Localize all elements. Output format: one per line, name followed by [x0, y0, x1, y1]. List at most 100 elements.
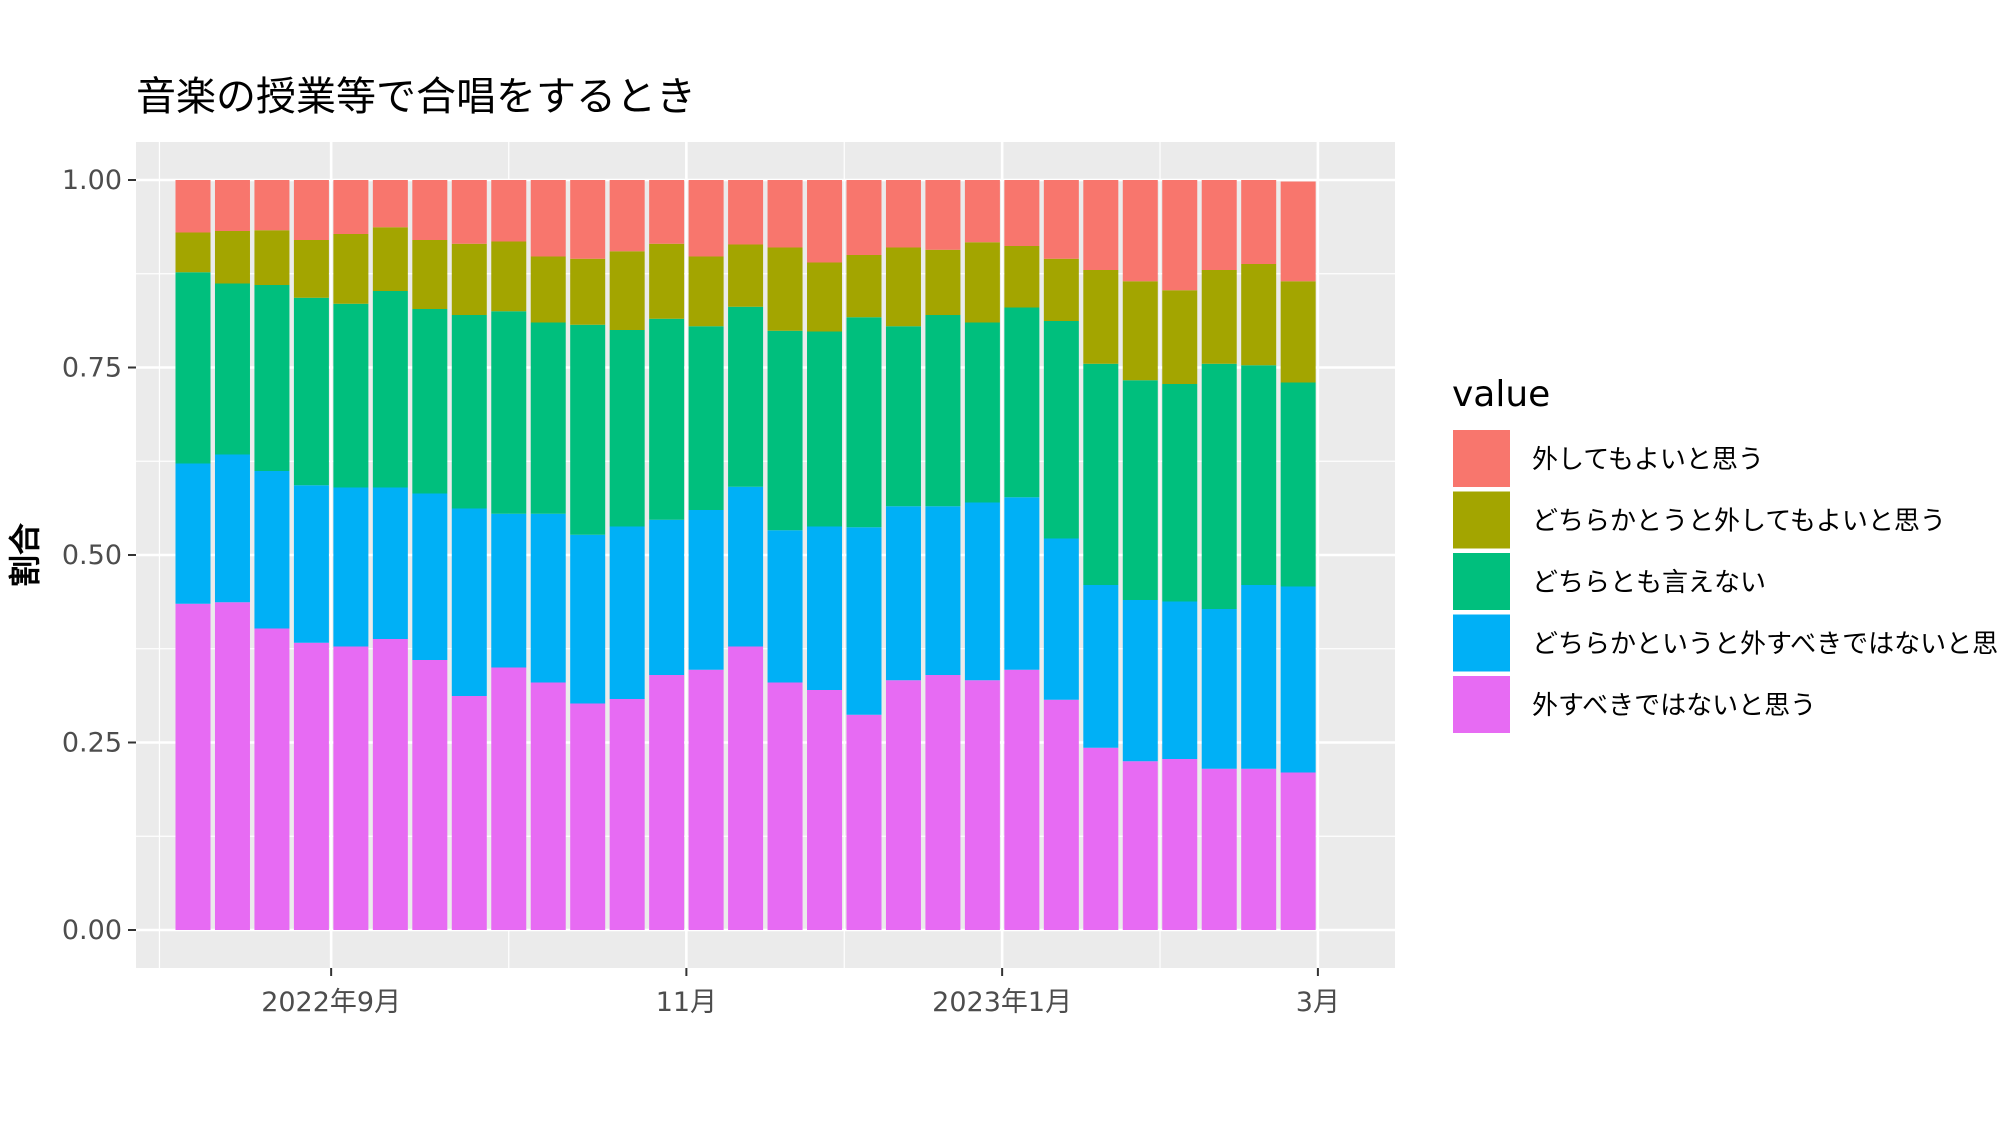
- bar-segment-2-26: [1162, 601, 1198, 759]
- bar-segment-3-20: [925, 315, 961, 507]
- x-tick-label: 11月: [656, 987, 717, 1018]
- bar-segment-5-15: [728, 180, 764, 245]
- y-axis-title: 割合: [6, 523, 44, 587]
- bar-segment-4-2: [214, 231, 250, 284]
- bar-segment-3-3: [254, 285, 290, 471]
- bar-segment-5-8: [451, 180, 487, 244]
- bar-segment-1-11: [570, 703, 606, 930]
- bar-segment-5-21: [964, 180, 1000, 243]
- bar-segment-1-29: [1280, 772, 1316, 930]
- bar-segment-5-3: [254, 180, 290, 231]
- bar-segment-1-19: [885, 680, 921, 930]
- bar-segment-3-6: [372, 291, 408, 488]
- y-tick-label: 1.00: [62, 165, 122, 196]
- bar-segment-2-25: [1122, 600, 1158, 762]
- bar-segment-4-15: [728, 244, 764, 307]
- bar-segment-2-14: [688, 510, 724, 670]
- bar-segment-4-8: [451, 243, 487, 315]
- bar-segment-3-23: [1043, 321, 1079, 539]
- bar-segment-4-28: [1241, 264, 1277, 366]
- bar-segment-3-21: [964, 322, 1000, 503]
- bar-segment-5-7: [412, 180, 448, 240]
- bar-segment-5-28: [1241, 180, 1277, 264]
- bar-segment-2-20: [925, 506, 961, 675]
- y-tick-label: 0.75: [62, 353, 122, 384]
- bar-segment-5-20: [925, 180, 961, 250]
- bar-segment-4-29: [1280, 281, 1316, 383]
- x-tick-label: 3月: [1296, 987, 1340, 1018]
- bar-segment-4-9: [491, 241, 527, 312]
- bar-segment-1-14: [688, 669, 724, 930]
- bar-segment-2-3: [254, 471, 290, 629]
- legend-label: どちらとも言えない: [1532, 568, 1766, 598]
- bar-segment-4-24: [1083, 270, 1119, 364]
- bar-segment-3-1: [175, 272, 211, 464]
- bar-segment-1-3: [254, 628, 290, 930]
- bar-segment-3-7: [412, 309, 448, 494]
- bar-segment-2-4: [293, 485, 329, 643]
- bar-segment-5-5: [333, 180, 369, 234]
- bar-segment-3-26: [1162, 384, 1198, 602]
- bar-segment-1-15: [728, 646, 764, 930]
- bar-segment-2-21: [964, 502, 1000, 681]
- bar-segment-5-18: [846, 180, 882, 255]
- bar-segment-5-26: [1162, 180, 1198, 291]
- legend-swatch: [1453, 676, 1510, 733]
- bar-segment-3-11: [570, 324, 606, 535]
- bar-segment-3-19: [885, 326, 921, 507]
- bar-segment-2-1: [175, 463, 211, 604]
- bar-segment-3-17: [807, 331, 843, 527]
- bar-segment-4-16: [767, 247, 803, 331]
- bar-segment-2-29: [1280, 586, 1316, 773]
- bar-segment-2-5: [333, 487, 369, 647]
- bar-segment-2-28: [1241, 585, 1277, 769]
- bar-segment-2-24: [1083, 585, 1119, 748]
- bar-segment-1-16: [767, 682, 803, 930]
- bar-segment-1-1: [175, 603, 211, 930]
- bar-segment-5-13: [649, 180, 685, 244]
- bar-segment-5-25: [1122, 180, 1158, 282]
- bar-segment-3-12: [609, 330, 645, 527]
- bar-segment-5-1: [175, 180, 211, 233]
- bar-segment-3-14: [688, 326, 724, 510]
- bar-segment-4-17: [807, 262, 843, 332]
- bar-segment-5-14: [688, 180, 724, 257]
- bar-segment-5-22: [1004, 180, 1040, 246]
- bar-segment-3-28: [1241, 365, 1277, 585]
- bar-segment-4-6: [372, 227, 408, 291]
- bar-segment-1-4: [293, 642, 329, 930]
- bar-segment-2-13: [649, 519, 685, 675]
- bar-segment-3-9: [491, 311, 527, 514]
- bar-segment-4-7: [412, 240, 448, 309]
- bar-segment-3-5: [333, 303, 369, 488]
- chart-title: 音楽の授業等で合唱をするとき: [136, 74, 696, 120]
- bar-segment-1-2: [214, 602, 250, 930]
- legend-label: どちらかというと外すべきではないと思う: [1532, 630, 2000, 660]
- bar-segment-4-10: [530, 256, 566, 323]
- bar-segment-1-24: [1083, 747, 1119, 930]
- bar-segment-3-29: [1280, 382, 1316, 587]
- bar-segment-1-12: [609, 699, 645, 930]
- bar-segment-3-27: [1201, 363, 1237, 609]
- bar-segment-4-23: [1043, 258, 1079, 321]
- bar-segment-2-2: [214, 454, 250, 603]
- bar-segment-3-10: [530, 322, 566, 514]
- bar-segment-3-15: [728, 306, 764, 487]
- bar-segment-1-23: [1043, 699, 1079, 930]
- bar-segment-5-9: [491, 180, 527, 242]
- bar-segment-2-15: [728, 486, 764, 647]
- bar-stacks: [175, 180, 1316, 930]
- bar-segment-5-24: [1083, 180, 1119, 270]
- bar-segment-2-6: [372, 487, 408, 639]
- y-tick-label: 0.25: [62, 728, 122, 759]
- bar-segment-5-10: [530, 180, 566, 257]
- bar-segment-2-18: [846, 527, 882, 715]
- bar-segment-5-4: [293, 180, 329, 240]
- bar-segment-2-11: [570, 534, 606, 704]
- bar-segment-1-21: [964, 680, 1000, 930]
- bar-segment-2-22: [1004, 497, 1040, 670]
- bar-segment-3-24: [1083, 363, 1119, 585]
- bar-segment-1-8: [451, 696, 487, 930]
- bar-segment-3-16: [767, 330, 803, 531]
